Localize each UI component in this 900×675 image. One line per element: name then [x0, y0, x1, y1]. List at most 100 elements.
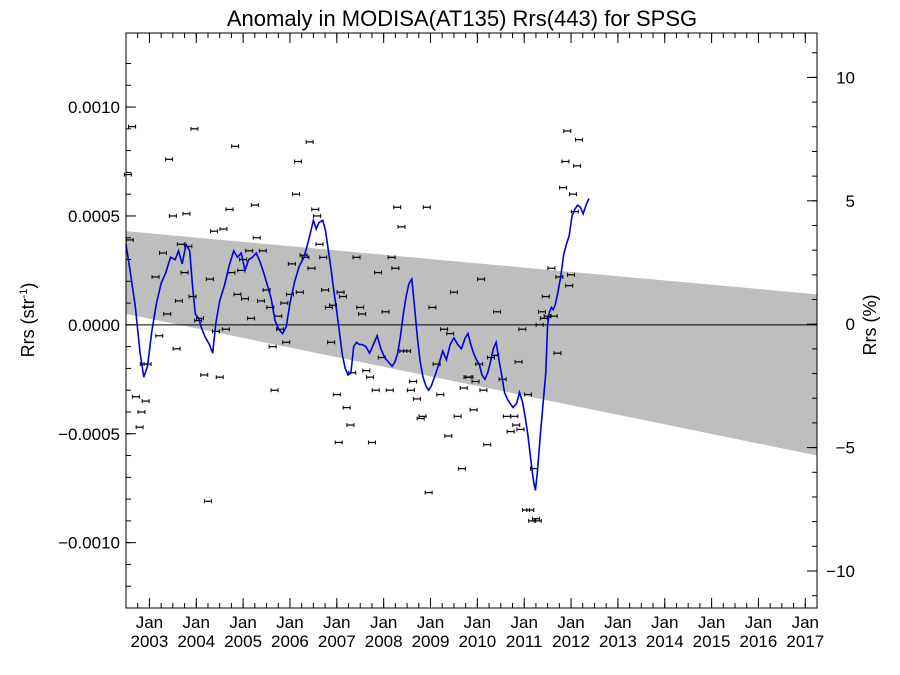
data-point [457, 466, 466, 471]
y-axis-label-main: Rrs (str [18, 298, 38, 357]
data-point [165, 157, 174, 162]
data-point [225, 207, 234, 212]
y2-tick-label: 0 [846, 315, 855, 334]
data-point [182, 211, 191, 216]
data-point [280, 301, 289, 306]
data-point [391, 266, 400, 271]
x-tick-year-label: 2006 [271, 632, 309, 651]
data-point [555, 274, 564, 279]
data-point [568, 192, 577, 197]
data-point [444, 433, 453, 438]
data-point [453, 414, 462, 419]
data-point [561, 159, 570, 164]
data-point [541, 294, 550, 299]
data-point [549, 314, 558, 319]
data-point [397, 224, 406, 229]
data-point [321, 288, 330, 293]
data-point [526, 507, 535, 512]
plot-frame [125, 32, 818, 609]
data-point [367, 440, 376, 445]
data-point [137, 409, 146, 414]
data-point [573, 163, 582, 168]
data-point [190, 126, 199, 131]
data-point [553, 351, 562, 356]
x-tick-month-label: Jan [417, 613, 444, 632]
data-point [292, 192, 301, 197]
x-tick-year-label: 2017 [786, 632, 824, 651]
data-point [327, 340, 336, 345]
data-point [311, 207, 320, 212]
x-tick-month-label: Jan [651, 613, 678, 632]
x-tick-month-label: Jan [136, 613, 163, 632]
data-point [313, 213, 322, 218]
data-point [151, 274, 160, 279]
data-point [307, 266, 316, 271]
data-point [200, 372, 209, 377]
data-point [531, 516, 540, 521]
y-axis-label-close: ) [18, 283, 38, 289]
data-point [387, 255, 396, 260]
data-point [319, 255, 328, 260]
x-tick-year-label: 2010 [458, 632, 496, 651]
data-point [477, 277, 486, 282]
data-point [172, 346, 181, 351]
y-tick-label: −0.0005 [58, 425, 120, 444]
data-point [336, 290, 345, 295]
data-point [539, 316, 548, 321]
data-point [449, 290, 458, 295]
data-point [233, 292, 242, 297]
data-point [245, 248, 254, 253]
x-tick-month-label: Jan [370, 613, 397, 632]
data-point [416, 416, 425, 421]
data-point [305, 139, 314, 144]
data-point [563, 129, 572, 134]
x-tick-year-label: 2003 [131, 632, 169, 651]
data-point [502, 414, 511, 419]
data-point [483, 442, 492, 447]
data-point [567, 272, 576, 277]
y-axis-label-sup: -1 [18, 289, 30, 299]
x-tick-month-label: Jan [604, 613, 631, 632]
data-point [428, 305, 437, 310]
x-tick-month-label: Jan [464, 613, 491, 632]
x-tick-month-label: Jan [276, 613, 303, 632]
y-tick-label: 0.0005 [68, 207, 120, 226]
y-axis-label: Rrs (str-1) [18, 283, 38, 358]
data-point [270, 388, 279, 393]
data-point [188, 294, 197, 299]
x-tick-year-label: 2014 [646, 632, 684, 651]
data-point [287, 261, 296, 266]
x-tick-month-label: Jan [323, 613, 350, 632]
x-tick-month-label: Jan [510, 613, 537, 632]
data-point [293, 159, 302, 164]
data-point [299, 253, 308, 258]
data-point [512, 423, 521, 428]
data-point [352, 255, 361, 260]
data-point [324, 305, 333, 310]
data-point [295, 290, 304, 295]
data-point [342, 405, 351, 410]
smoothed-series-line [125, 198, 590, 491]
data-point [381, 309, 390, 314]
data-point [570, 209, 579, 214]
data-point [338, 294, 347, 299]
y2-tick-label: −10 [826, 562, 855, 581]
data-point [332, 392, 341, 397]
x-tick-year-label: 2008 [365, 632, 403, 651]
data-point [446, 331, 455, 336]
data-point [565, 283, 574, 288]
data-point [518, 327, 527, 332]
data-point [334, 440, 343, 445]
data-point [424, 490, 433, 495]
data-point [358, 311, 367, 316]
data-point [371, 388, 380, 393]
data-point [205, 277, 214, 282]
data-point [418, 414, 427, 419]
uncertainty-band [126, 231, 817, 456]
data-point [240, 296, 249, 301]
data-point [159, 250, 168, 255]
data-point [247, 316, 256, 321]
data-point [506, 429, 515, 434]
data-point [250, 203, 259, 208]
